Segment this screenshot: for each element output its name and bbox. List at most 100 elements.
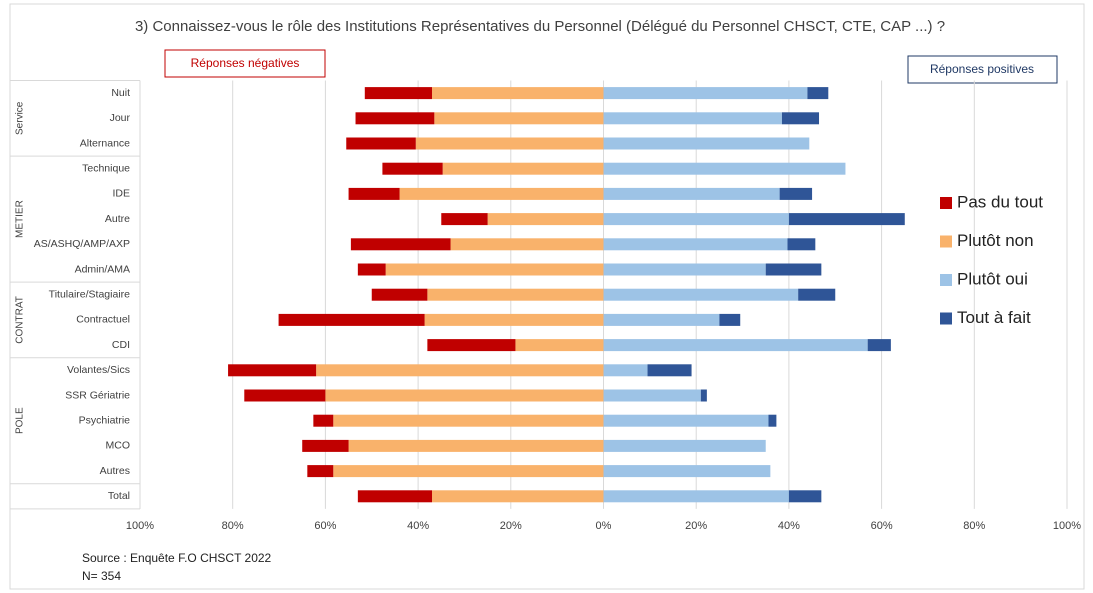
bar-segment	[765, 263, 822, 276]
chart-border	[9, 3, 1085, 590]
bar-segment	[313, 414, 334, 427]
bar-segment	[807, 87, 829, 100]
x-tick-label: 40%	[778, 520, 800, 532]
positive-label: Réponses positives	[930, 62, 1034, 76]
bar-segment	[798, 288, 836, 301]
x-tick-label: 0%	[596, 520, 612, 532]
bar-segment	[427, 288, 604, 301]
bar-segment	[603, 87, 808, 100]
bar-segment	[603, 414, 769, 427]
bar-segment	[603, 187, 780, 200]
bar-segment	[719, 313, 741, 326]
bar-segment	[603, 213, 789, 226]
bar-segment	[442, 162, 604, 175]
x-tick-label: 80%	[222, 520, 244, 532]
category-label: SSR Gériatrie	[65, 389, 130, 401]
category-label: Psychiatrie	[79, 414, 131, 426]
bar-segment	[316, 364, 604, 377]
legend-swatch	[940, 235, 952, 248]
negative-label: Réponses négatives	[191, 56, 300, 70]
bar-segment	[325, 389, 604, 402]
bar-segment	[346, 137, 416, 150]
category-label: Titulaire/Stagiaire	[49, 288, 130, 300]
legend-label: Plutôt non	[957, 231, 1034, 250]
category-label: Jour	[110, 112, 131, 124]
legend-label: Plutôt oui	[957, 269, 1028, 288]
bar-segment	[357, 263, 386, 276]
bar-segment	[603, 313, 720, 326]
category-label: Autres	[100, 465, 130, 477]
x-tick-label: 100%	[1053, 520, 1081, 532]
bar-segment	[382, 162, 443, 175]
bar-segment	[302, 439, 349, 452]
bar-segment	[278, 313, 425, 326]
legend-label: Pas du tout	[957, 192, 1043, 211]
bar-segment	[357, 490, 433, 503]
category-label: Alternance	[80, 137, 130, 149]
bar-segment	[603, 490, 789, 503]
category-label: MCO	[106, 440, 131, 452]
legend-swatch	[940, 197, 952, 209]
bar-segment	[355, 112, 435, 125]
bar-segment	[867, 339, 891, 352]
bar-segment	[432, 87, 604, 100]
bar-segment	[333, 465, 604, 478]
source: Source : Enquête F.O CHSCT 2022	[82, 551, 272, 565]
bar-segment	[333, 414, 604, 427]
bar-segment	[603, 389, 701, 402]
bar-segment	[348, 187, 400, 200]
bar-segment	[781, 112, 820, 125]
bar-segment	[603, 238, 788, 251]
bar-segment	[700, 389, 707, 402]
bar-segment	[441, 213, 488, 226]
bar-segment	[603, 137, 810, 150]
bar-segment	[779, 187, 813, 200]
legend-label: Tout à fait	[957, 308, 1031, 327]
bar-segment	[515, 339, 604, 352]
bar-segment	[415, 137, 604, 150]
category-label: Admin/AMA	[75, 263, 130, 275]
x-tick-label: 60%	[314, 520, 336, 532]
negative-box	[164, 49, 326, 78]
category-label: Total	[108, 490, 130, 502]
group-label: CONTRAT	[15, 296, 26, 344]
bar-segment	[603, 112, 782, 125]
category-label: Contractuel	[76, 314, 130, 326]
bar-segment	[603, 263, 766, 276]
x-tick-label: 40%	[407, 520, 429, 532]
x-tick-label: 80%	[963, 520, 985, 532]
x-tick-label: 20%	[685, 520, 707, 532]
group-label: Service	[15, 101, 26, 135]
positive-box	[907, 55, 1058, 84]
bar-segment	[603, 339, 868, 352]
bar-segment	[487, 213, 604, 226]
bar-segment	[371, 288, 428, 301]
x-tick-label: 60%	[871, 520, 893, 532]
x-tick-label: 20%	[500, 520, 522, 532]
bar-segment	[348, 439, 604, 452]
bar-segment	[228, 364, 317, 377]
bar-segment	[788, 490, 822, 503]
bar-segment	[350, 238, 451, 251]
category-label: Volantes/Sics	[67, 364, 130, 376]
bar-segment	[603, 364, 648, 377]
legend-swatch	[940, 312, 952, 325]
bar-segment	[603, 465, 771, 478]
bar-segment	[768, 414, 777, 427]
bar-segment	[307, 465, 334, 478]
category-label: Autre	[105, 213, 130, 225]
bar-segment	[399, 187, 604, 200]
bar-segment	[647, 364, 692, 377]
category-label: IDE	[112, 188, 130, 200]
legend-swatch	[940, 274, 952, 286]
bar-segment	[427, 339, 516, 352]
sample-size: N= 354	[82, 569, 121, 583]
bar-segment	[788, 213, 905, 226]
bar-segment	[603, 288, 799, 301]
bar-segment	[603, 439, 766, 452]
chart-title: 3) Connaissez-vous le rôle des Instituti…	[135, 18, 945, 35]
category-label: AS/ASHQ/AMP/AXP	[34, 238, 130, 250]
category-label: Nuit	[111, 87, 130, 99]
bar-segment	[450, 238, 604, 251]
